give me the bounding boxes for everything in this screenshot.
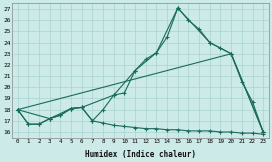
X-axis label: Humidex (Indice chaleur): Humidex (Indice chaleur)	[85, 150, 196, 159]
